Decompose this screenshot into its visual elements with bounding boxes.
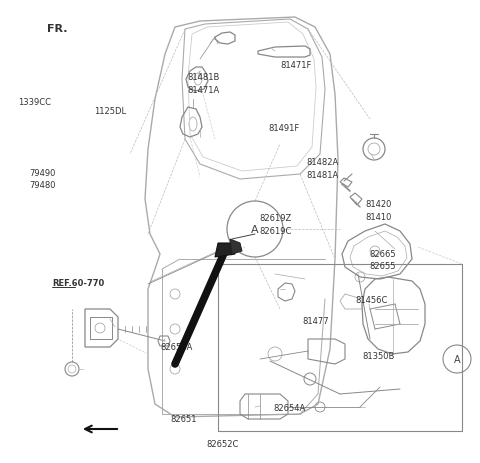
Text: 82665: 82665: [370, 249, 396, 258]
Text: 81471A: 81471A: [187, 86, 219, 95]
Text: 81491F: 81491F: [269, 124, 300, 133]
Text: 82654A: 82654A: [274, 403, 306, 412]
Text: REF.60-770: REF.60-770: [52, 278, 104, 287]
Text: 81481B: 81481B: [187, 73, 219, 82]
Text: 1125DL: 1125DL: [94, 106, 126, 116]
Text: 82655: 82655: [370, 262, 396, 271]
Polygon shape: [230, 239, 242, 255]
Text: FR.: FR.: [47, 24, 68, 34]
Text: 81471F: 81471F: [281, 61, 312, 70]
Text: 79480: 79480: [30, 181, 56, 190]
Polygon shape: [215, 244, 235, 257]
Text: 82652C: 82652C: [206, 439, 239, 448]
Text: 79490: 79490: [30, 168, 56, 177]
Text: 81420: 81420: [366, 200, 392, 209]
Text: 81410: 81410: [366, 212, 392, 221]
Text: 81481A: 81481A: [306, 170, 338, 180]
Text: A: A: [251, 225, 259, 234]
Text: 82653A: 82653A: [161, 342, 193, 351]
Text: 82619C: 82619C: [259, 226, 291, 235]
Text: 81477: 81477: [302, 316, 329, 325]
Text: 81482A: 81482A: [306, 158, 338, 167]
Text: 1339CC: 1339CC: [18, 97, 51, 106]
Text: 81350B: 81350B: [362, 351, 395, 360]
Text: 81456C: 81456C: [355, 295, 387, 305]
Text: 82651: 82651: [170, 414, 197, 424]
Text: 82619Z: 82619Z: [259, 213, 291, 223]
Text: A: A: [454, 354, 460, 364]
